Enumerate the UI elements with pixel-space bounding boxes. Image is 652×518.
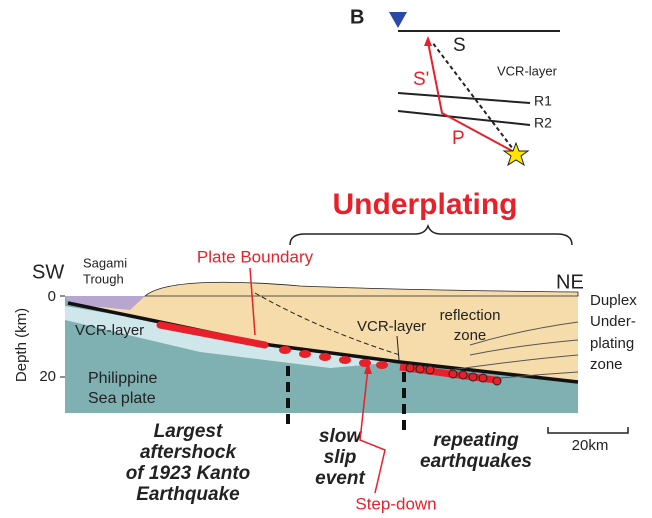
inset: B S S' VCR-layer R1 R2 P <box>350 6 560 165</box>
duplex-label: Under- <box>590 313 636 330</box>
duplex-label: zone <box>590 356 623 373</box>
duplex-label: plating <box>590 335 634 352</box>
reflection-label: reflection <box>440 307 501 324</box>
aftershock-label: Largest <box>154 421 223 442</box>
aftershock-label: of 1923 Kanto <box>126 463 251 484</box>
reflector-label: R2 <box>534 115 552 131</box>
trough-label: Sagami <box>83 255 127 270</box>
cross-section: 0 20 Depth (km) SW Sagami Trough NE Dupl… <box>13 247 637 430</box>
wave-label: P <box>452 128 465 149</box>
depth-tick: 20 <box>39 368 56 385</box>
layer-label: VCR-layer <box>497 63 558 78</box>
plate-boundary-label: Plate Boundary <box>197 247 314 266</box>
ne-label: NE <box>556 271 584 293</box>
title: Underplating <box>333 188 518 221</box>
trough-label: Trough <box>83 271 124 286</box>
duplex-label: Duplex <box>590 292 637 309</box>
wave-label: S <box>453 35 466 56</box>
aftershock-label: aftershock <box>140 442 238 463</box>
aftershock-label: Earthquake <box>136 484 240 505</box>
slow-slip-label: slip <box>324 447 357 468</box>
layer-label: VCR-layer <box>75 322 144 339</box>
plate-label: Philippine <box>88 370 157 387</box>
reflector-label: R1 <box>534 93 552 109</box>
repeating-label: earthquakes <box>420 451 532 472</box>
slow-slip-label: slow <box>319 426 362 447</box>
depth-tick: 0 <box>48 288 56 305</box>
layer-label: VCR-layer <box>357 318 426 335</box>
diagram: B S S' VCR-layer R1 R2 P Underplating 0 … <box>0 0 652 518</box>
panel-label: B <box>350 6 364 28</box>
step-down-label: Step-down <box>355 494 436 513</box>
scale-label: 20km <box>572 437 609 454</box>
reflection-label: zone <box>454 327 487 344</box>
wave-label: S' <box>413 69 429 90</box>
slow-slip-label: event <box>315 468 365 489</box>
plate-label: Sea plate <box>88 390 156 407</box>
sw-label: SW <box>32 261 64 283</box>
depth-label: Depth (km) <box>13 308 30 382</box>
repeating-label: repeating <box>433 430 519 451</box>
